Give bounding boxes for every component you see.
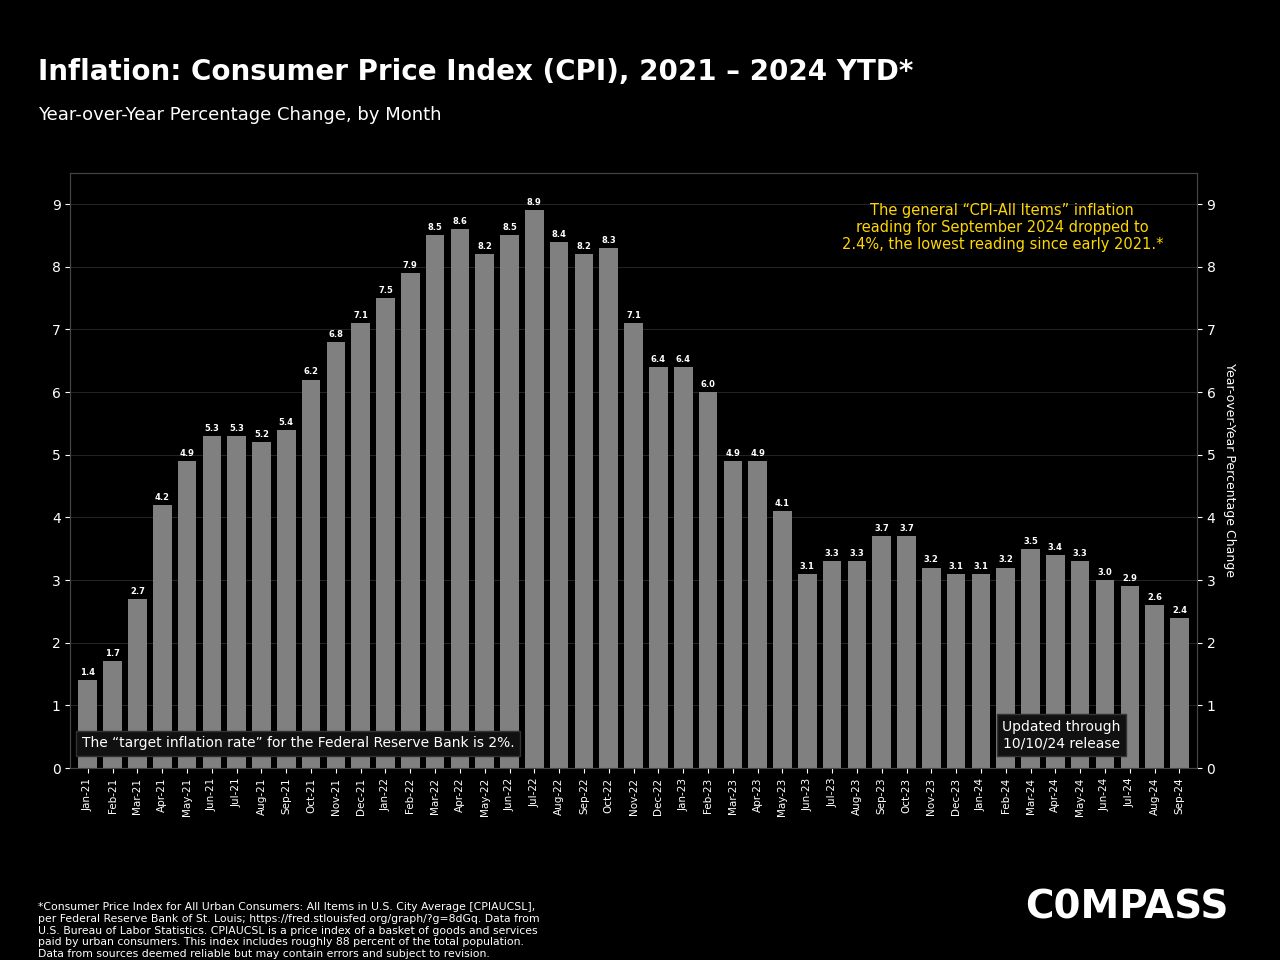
Bar [1096,580,1115,768]
Text: The “target inflation rate” for the Federal Reserve Bank is 2%.: The “target inflation rate” for the Fede… [82,736,515,750]
Text: 3.7: 3.7 [899,524,914,533]
Bar [797,574,817,768]
Text: 3.1: 3.1 [974,562,988,570]
Text: 3.2: 3.2 [924,556,938,564]
Bar [1170,617,1189,768]
Bar [401,273,420,768]
Text: 8.5: 8.5 [502,224,517,232]
Text: 3.1: 3.1 [800,562,814,570]
Bar [104,661,122,768]
Bar [376,299,394,768]
Bar [947,574,965,768]
Text: 6.8: 6.8 [329,330,343,339]
Text: *Consumer Price Index for All Urban Consumers: All Items in U.S. City Average [C: *Consumer Price Index for All Urban Cons… [38,902,540,959]
Bar [922,567,941,768]
Text: 6.4: 6.4 [676,355,691,364]
Bar [302,379,320,768]
Bar [1021,549,1039,768]
Text: Year-over-Year Percentage Change, by Month: Year-over-Year Percentage Change, by Mon… [38,106,442,124]
Text: 1.4: 1.4 [81,668,95,677]
Text: 8.2: 8.2 [576,242,591,252]
Bar [649,367,668,768]
Text: 4.1: 4.1 [774,499,790,508]
Text: 4.9: 4.9 [750,449,765,458]
Bar [749,461,767,768]
Text: 7.1: 7.1 [626,311,641,320]
Bar [426,235,444,768]
Text: 8.2: 8.2 [477,242,493,252]
Bar [152,505,172,768]
Text: 5.3: 5.3 [205,423,219,433]
Text: 5.4: 5.4 [279,418,293,426]
Bar [996,567,1015,768]
Bar [847,562,867,768]
Bar [873,537,891,768]
Text: The general “CPI-All Items” inflation
reading for September 2024 dropped to
2.4%: The general “CPI-All Items” inflation re… [841,203,1164,252]
Text: 6.4: 6.4 [652,355,666,364]
Text: 2.6: 2.6 [1147,593,1162,602]
Text: 7.9: 7.9 [403,261,417,270]
Bar [1120,587,1139,768]
Bar [599,248,618,768]
Text: 1.7: 1.7 [105,649,120,659]
Bar [228,436,246,768]
Text: Updated through
10/10/24 release: Updated through 10/10/24 release [1002,720,1121,750]
Bar [525,210,544,768]
Bar [451,229,470,768]
Text: 2.9: 2.9 [1123,574,1137,583]
Text: 3.5: 3.5 [1023,537,1038,545]
Text: 4.9: 4.9 [179,449,195,458]
Bar [625,324,643,768]
Bar [773,511,792,768]
Text: 3.3: 3.3 [1073,549,1088,558]
Bar [475,254,494,768]
Y-axis label: Year-over-Year Percentage Change: Year-over-Year Percentage Change [1224,364,1236,577]
Bar [202,436,221,768]
Text: 3.2: 3.2 [998,556,1014,564]
Text: 7.1: 7.1 [353,311,369,320]
Bar [897,537,915,768]
Text: 8.5: 8.5 [428,224,443,232]
Bar [699,392,717,768]
Text: 6.2: 6.2 [303,368,319,376]
Bar [550,242,568,768]
Bar [972,574,991,768]
Text: 2.7: 2.7 [131,587,145,596]
Text: 7.5: 7.5 [378,286,393,295]
Bar [500,235,518,768]
Bar [352,324,370,768]
Text: 3.1: 3.1 [948,562,964,570]
Text: 8.6: 8.6 [453,217,467,226]
Bar [1071,562,1089,768]
Text: 8.3: 8.3 [602,236,616,245]
Text: 4.2: 4.2 [155,492,170,502]
Bar [1146,605,1164,768]
Bar [252,443,271,768]
Bar [326,342,346,768]
Text: 2.4: 2.4 [1172,606,1187,614]
Bar [276,430,296,768]
Bar [128,599,147,768]
Text: C0MPASS: C0MPASS [1025,888,1228,926]
Text: 3.3: 3.3 [850,549,864,558]
Text: 6.0: 6.0 [700,380,716,389]
Text: 3.3: 3.3 [824,549,840,558]
Text: 3.7: 3.7 [874,524,890,533]
Bar [178,461,196,768]
Text: 3.4: 3.4 [1048,542,1062,552]
Text: 4.9: 4.9 [726,449,740,458]
Bar [78,681,97,768]
Bar [723,461,742,768]
Bar [673,367,692,768]
Text: Inflation: Consumer Price Index (CPI), 2021 – 2024 YTD*: Inflation: Consumer Price Index (CPI), 2… [38,58,914,85]
Text: 5.3: 5.3 [229,423,244,433]
Text: 8.9: 8.9 [527,199,541,207]
Text: 3.0: 3.0 [1098,568,1112,577]
Bar [575,254,594,768]
Bar [1046,555,1065,768]
Text: 5.2: 5.2 [253,430,269,439]
Text: 8.4: 8.4 [552,229,567,239]
Bar [823,562,841,768]
